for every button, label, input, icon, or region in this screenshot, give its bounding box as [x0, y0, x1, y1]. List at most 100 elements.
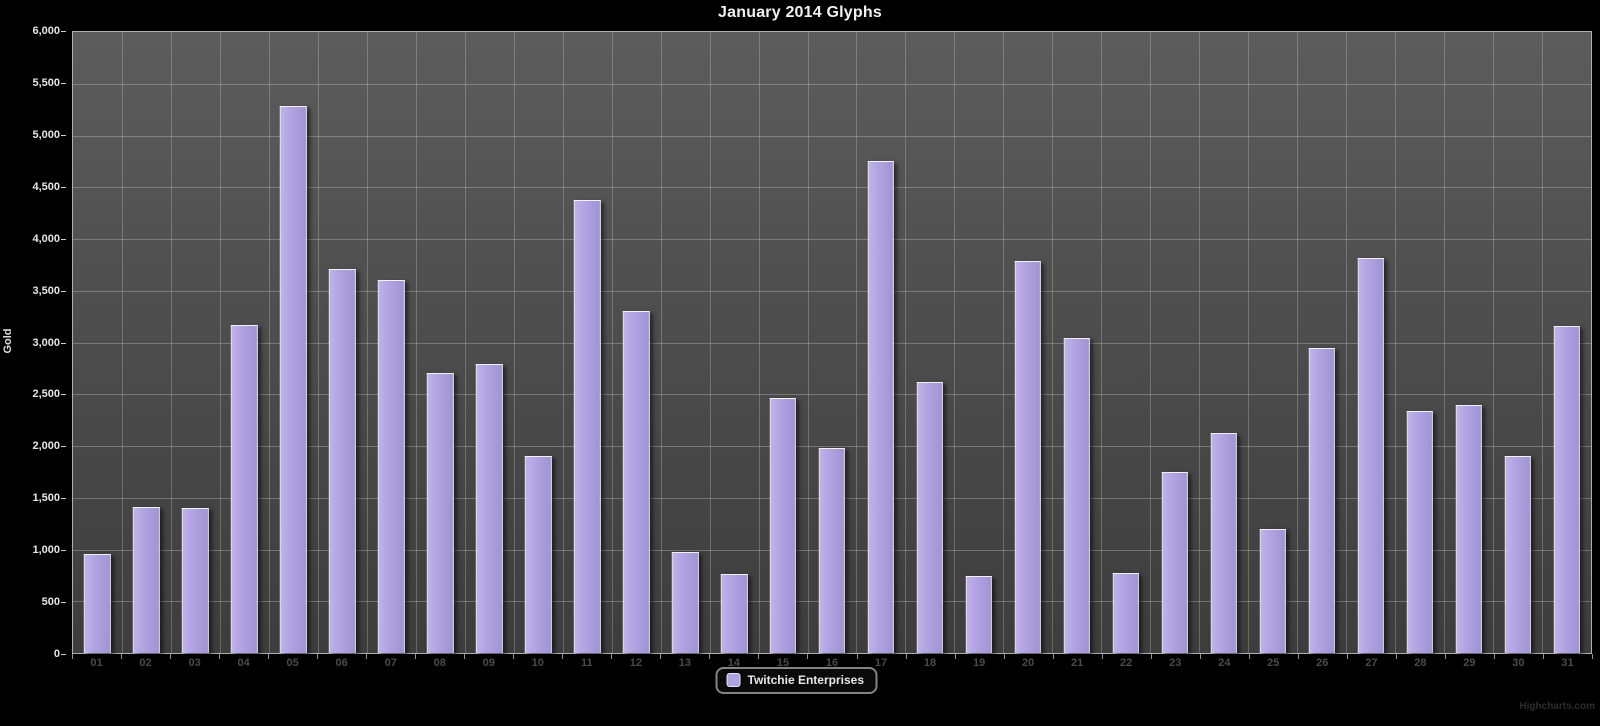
x-axis-tick-label: 06 — [335, 657, 348, 669]
bar-24[interactable] — [1210, 432, 1237, 653]
bar-13[interactable] — [671, 551, 699, 653]
gridline-vertical — [562, 32, 564, 653]
bar-01[interactable] — [84, 553, 111, 653]
x-axis-tick-label: 24 — [1218, 657, 1231, 669]
bar-29[interactable] — [1455, 404, 1482, 653]
gridline-vertical — [1248, 32, 1250, 653]
legend-item-twitchie-enterprises[interactable]: Twitchie Enterprises — [715, 667, 878, 694]
x-axis-tick-label: 21 — [1071, 657, 1084, 669]
bar-09[interactable] — [476, 364, 503, 653]
x-axis-tick — [1101, 654, 1103, 659]
bar-25[interactable] — [1259, 528, 1286, 653]
y-axis-tick-label: 1,500 — [32, 492, 60, 505]
gridline-vertical — [1003, 32, 1005, 653]
gridline-horizontal — [73, 239, 1591, 240]
bar-19[interactable] — [965, 576, 993, 653]
gridline-vertical — [170, 32, 172, 653]
x-axis-tick-label: 10 — [531, 657, 544, 669]
x-axis-labels: 01 02 03 04 05 06 07 08 09 10 11 12 13 14 15 16 17 18 19 20… — [72, 657, 1592, 673]
bar-05[interactable] — [280, 105, 307, 653]
x-axis-tick — [1395, 654, 1397, 659]
bar-30[interactable] — [1504, 456, 1531, 653]
x-axis-tick — [1493, 654, 1495, 659]
x-axis-tick — [317, 654, 319, 659]
bar-series — [73, 32, 1591, 653]
bar-slot — [367, 32, 416, 653]
bar-03[interactable] — [182, 508, 209, 653]
highcharts-credit[interactable]: Highcharts.com — [1519, 701, 1595, 712]
bar-17[interactable] — [867, 161, 895, 653]
y-axis-tick — [61, 654, 66, 655]
x-axis-tick-label: 15 — [776, 657, 790, 669]
bar-22[interactable] — [1112, 573, 1140, 653]
bar-20[interactable] — [1014, 260, 1042, 653]
bar-slot — [612, 32, 661, 653]
x-axis-tick — [1052, 654, 1054, 659]
bar-slot — [122, 32, 171, 653]
x-axis-tick — [1444, 654, 1446, 659]
x-axis-tick-label: 02 — [139, 657, 152, 669]
x-axis-tick-label: 27 — [1365, 657, 1378, 669]
bar-21[interactable] — [1063, 338, 1091, 653]
x-axis-tick-label: 04 — [237, 657, 250, 669]
bar-14[interactable] — [720, 574, 748, 653]
x-axis-tick-label: 29 — [1463, 657, 1476, 669]
bar-27[interactable] — [1357, 257, 1384, 653]
gridline-vertical — [317, 32, 319, 653]
bar-04[interactable] — [231, 324, 258, 653]
bar-11[interactable] — [573, 199, 601, 653]
y-axis-tick — [61, 31, 66, 32]
x-axis-tick — [1542, 654, 1544, 659]
x-axis-tick-label: 28 — [1414, 657, 1427, 669]
bar-16[interactable] — [818, 448, 846, 653]
bar-08[interactable] — [427, 372, 454, 653]
bar-26[interactable] — [1308, 347, 1335, 653]
y-axis-tick — [61, 186, 66, 188]
x-axis-tick-label: 11 — [581, 657, 593, 669]
x-axis-tick-label: 07 — [384, 657, 397, 669]
y-axis-tick-label: 2,000 — [32, 440, 60, 453]
x-axis-ticks — [72, 654, 1593, 660]
x-axis-tick — [807, 654, 809, 659]
bar-12[interactable] — [622, 311, 650, 653]
x-axis-tick — [1199, 654, 1201, 659]
x-axis-tick-label: 16 — [825, 657, 839, 669]
x-axis-tick — [758, 654, 760, 659]
x-axis-tick — [709, 654, 711, 659]
x-axis-tick-label: 01 — [90, 657, 103, 669]
y-axis-tick-label: 5,000 — [32, 128, 60, 141]
chart-title: January 2014 Glyphs — [718, 4, 882, 21]
gridline-vertical — [660, 32, 662, 653]
bar-slot — [661, 32, 710, 653]
bar-10[interactable] — [524, 456, 552, 653]
y-axis-tick-label: 2,500 — [32, 388, 60, 401]
plot-area — [72, 31, 1592, 654]
bar-slot — [1101, 32, 1150, 653]
bar-31[interactable] — [1553, 325, 1580, 653]
bar-18[interactable] — [916, 381, 944, 653]
x-axis-tick — [1248, 654, 1250, 659]
x-axis-tick — [1003, 654, 1005, 659]
y-axis-tick-label: 1,000 — [32, 544, 60, 557]
bar-15[interactable] — [769, 398, 797, 653]
y-axis-tick-label: 6,000 — [32, 25, 60, 37]
gridline-vertical — [366, 32, 368, 653]
x-axis-tick-label: 03 — [188, 657, 201, 669]
y-axis-tick-label: 4,000 — [32, 232, 60, 245]
x-axis-tick-label: 08 — [433, 657, 446, 669]
x-axis-tick — [611, 654, 613, 659]
bar-07[interactable] — [378, 280, 405, 653]
bar-02[interactable] — [133, 507, 160, 653]
gridline-vertical — [1199, 32, 1201, 653]
x-axis-tick — [1346, 654, 1348, 659]
bar-28[interactable] — [1406, 410, 1433, 653]
gridline-vertical — [268, 32, 270, 653]
bar-06[interactable] — [329, 269, 356, 653]
bar-23[interactable] — [1161, 471, 1189, 653]
bar-slot — [1493, 32, 1542, 653]
bar-slot — [1199, 32, 1248, 653]
y-axis-labels: 0 500 1,000 1,500 2,000 2,500 3,000 3,500 4,000 4… — [0, 25, 66, 660]
gridline-vertical — [807, 32, 809, 653]
gridline-vertical — [1297, 32, 1299, 653]
